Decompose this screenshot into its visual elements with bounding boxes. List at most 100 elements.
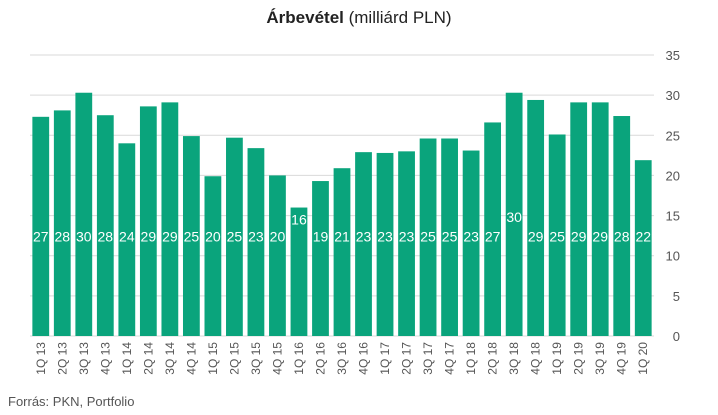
x-tick-label: 3Q 19: [593, 342, 607, 375]
y-tick-label: 35: [666, 48, 680, 63]
bar-value-label: 24: [119, 228, 135, 244]
bar: [527, 99, 545, 337]
x-tick-label: 2Q 13: [55, 342, 69, 375]
bar: [570, 102, 588, 337]
bar-value-label: 29: [141, 228, 157, 244]
bar: [96, 115, 114, 336]
bar-value-label: 20: [205, 228, 221, 244]
bar-value-label: 20: [270, 228, 286, 244]
bar-value-label: 23: [377, 228, 393, 244]
bar-value-label: 23: [356, 228, 372, 244]
y-tick-label: 15: [666, 209, 680, 224]
bar: [505, 92, 523, 336]
x-tick-label: 3Q 14: [163, 342, 177, 375]
bar-value-label: 25: [442, 228, 458, 244]
bar: [333, 168, 351, 336]
source-note: Forrás: PKN, Portfolio: [8, 394, 135, 409]
bar: [53, 110, 71, 336]
bar: [634, 160, 652, 336]
bar-value-label: 19: [313, 228, 329, 244]
bar-value-label: 23: [463, 228, 479, 244]
y-tick-label: 10: [666, 249, 680, 264]
bar-value-label: 16: [291, 212, 307, 228]
x-tick-label: 3Q 17: [421, 342, 435, 375]
bar: [419, 138, 437, 336]
bar-value-label: 22: [635, 228, 651, 244]
y-tick-label: 25: [666, 128, 680, 143]
x-tick-label: 2Q 19: [572, 342, 586, 375]
x-tick-label: 4Q 15: [270, 342, 284, 375]
bar-value-label: 25: [184, 228, 200, 244]
x-tick-label: 2Q 15: [227, 342, 241, 375]
x-tick-label: 1Q 17: [378, 342, 392, 375]
bar: [548, 134, 566, 336]
bar: [613, 116, 631, 336]
x-tick-label: 3Q 16: [335, 342, 349, 375]
bar: [290, 207, 308, 336]
bar-value-label: 25: [549, 228, 565, 244]
chart-title: Árbevétel (milliárd PLN): [0, 8, 718, 28]
bar: [376, 152, 394, 336]
y-tick-label: 20: [666, 168, 680, 183]
x-tick-label: 1Q 16: [292, 342, 306, 375]
bar-value-label: 28: [54, 228, 70, 244]
x-tick-label: 3Q 13: [77, 342, 91, 375]
x-tick-label: 4Q 17: [443, 342, 457, 375]
bar-value-label: 27: [485, 228, 501, 244]
x-tick-label: 3Q 15: [249, 342, 263, 375]
y-tick-label: 0: [673, 329, 680, 344]
x-tick-label: 3Q 18: [507, 342, 521, 375]
x-tick-label: 1Q 14: [120, 342, 134, 375]
chart-title-main: Árbevétel: [266, 8, 344, 27]
bar: [441, 138, 458, 336]
bar: [161, 102, 179, 337]
bar: [462, 150, 480, 336]
bar: [355, 152, 372, 336]
x-tick-label: 4Q 13: [98, 342, 112, 375]
bar: [247, 148, 265, 336]
x-tick-label: 1Q 18: [464, 342, 478, 375]
chart-title-unit: (milliárd PLN): [343, 8, 452, 27]
bar-value-label: 29: [571, 228, 587, 244]
bar-value-label: 23: [248, 228, 264, 244]
bar-value-label: 21: [334, 228, 350, 244]
x-tick-label: 4Q 18: [529, 342, 543, 375]
x-tick-label: 4Q 16: [357, 342, 371, 375]
bar-value-label: 25: [227, 228, 243, 244]
bar-value-label: 30: [76, 228, 92, 244]
y-tick-label: 5: [673, 289, 680, 304]
x-tick-label: 2Q 16: [313, 342, 327, 375]
bar: [269, 175, 286, 336]
bar-value-label: 28: [98, 228, 114, 244]
bar: [398, 151, 415, 336]
bar-value-label: 27: [33, 228, 49, 244]
bar-value-label: 29: [528, 228, 544, 244]
bar: [226, 137, 243, 336]
bar-value-label: 29: [162, 228, 178, 244]
x-tick-label: 1Q 20: [636, 342, 650, 375]
x-tick-label: 1Q 13: [34, 342, 48, 375]
x-tick-label: 4Q 19: [615, 342, 629, 375]
bar: [312, 181, 329, 336]
bar-value-label: 23: [399, 228, 415, 244]
x-tick-label: 4Q 14: [184, 342, 198, 375]
bar: [118, 143, 136, 336]
bar: [139, 106, 157, 336]
bar-value-label: 28: [614, 228, 630, 244]
x-tick-label: 2Q 14: [141, 342, 155, 375]
bar: [32, 116, 50, 336]
bar: [182, 136, 200, 336]
bar-value-label: 25: [420, 228, 436, 244]
x-tick-label: 1Q 15: [206, 342, 220, 375]
x-tick-label: 2Q 17: [400, 342, 414, 375]
x-tick-label: 1Q 19: [550, 342, 564, 375]
y-tick-label: 30: [666, 88, 680, 103]
bar: [75, 92, 93, 336]
bar-value-label: 30: [506, 209, 522, 225]
bar-value-label: 29: [592, 228, 608, 244]
bar: [591, 102, 609, 337]
bar: [484, 122, 502, 336]
x-tick-label: 2Q 18: [486, 342, 500, 375]
bar: [204, 176, 222, 336]
